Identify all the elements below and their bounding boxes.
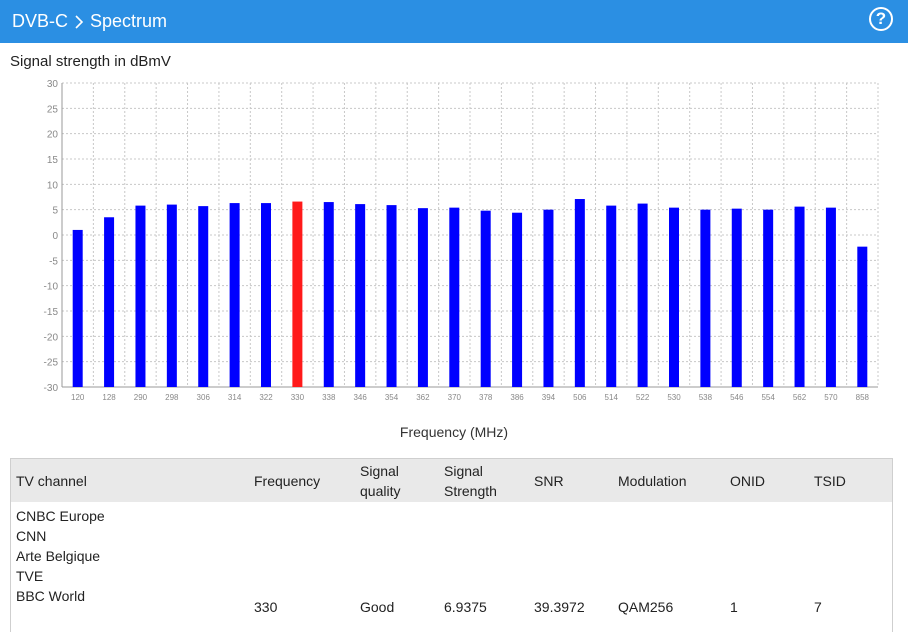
y-tick-label: 20	[47, 130, 59, 141]
x-axis-label: Frequency (MHz)	[399, 424, 509, 440]
bar-546	[731, 208, 742, 387]
cell-snr: 39.3972	[534, 599, 585, 615]
bar-378	[480, 210, 491, 387]
channel-table: TV channel Frequency Signal quality Sign…	[10, 458, 893, 632]
x-tick-label: 370	[448, 393, 462, 402]
chart-title: Signal strength in dBmV	[10, 53, 171, 70]
y-tick-label: 30	[47, 79, 59, 90]
col-header-onid: ONID	[730, 472, 765, 489]
page-header: DVB-C Spectrum ?	[0, 0, 908, 43]
x-tick-label: 546	[730, 393, 744, 402]
x-tick-label: 514	[605, 393, 619, 402]
bar-522	[637, 203, 648, 387]
x-tick-label: 322	[259, 393, 273, 402]
bar-514	[606, 205, 617, 387]
y-tick-label: 10	[47, 180, 59, 191]
bar-314	[229, 203, 240, 387]
bar-570	[825, 207, 836, 387]
cell-tsid: 7	[814, 599, 822, 615]
bar-554	[763, 209, 774, 387]
spectrum-chart: 30 25 20 15 10 5 0 -5 -10 -15 -20 -25 -30 120 128 290 29…	[44, 79, 879, 402]
bar-386	[512, 212, 523, 387]
col-header-signal-strength: Signal Strength	[444, 462, 497, 499]
x-tick-label: 330	[291, 393, 305, 402]
bar-322	[261, 203, 271, 387]
x-tick-label: 298	[165, 393, 179, 402]
x-tick-label: 306	[197, 393, 211, 402]
x-tick-label: 506	[573, 393, 587, 402]
bar-394	[543, 209, 554, 387]
x-tick-label: 354	[385, 393, 399, 402]
col-header-modulation: Modulation	[618, 472, 687, 489]
bar-362	[417, 208, 428, 387]
y-tick-label: 5	[52, 206, 58, 217]
channel-list-cell: CNBC Europe CNN Arte Belgique TVE BBC Wo…	[11, 502, 249, 617]
channel-name: CNBC Europe	[16, 508, 105, 524]
bar-298	[166, 204, 177, 387]
cell-signal-quality: Good	[360, 599, 395, 615]
y-tick-label: -30	[44, 383, 59, 394]
breadcrumb-current: Spectrum	[90, 11, 168, 31]
y-tick-label: 25	[47, 104, 59, 115]
bar-506	[574, 199, 585, 387]
channel-name: Arte Belgique	[16, 548, 101, 564]
cell-frequency: 330	[254, 599, 278, 615]
x-tick-label: 554	[761, 393, 775, 402]
x-tick-label: 386	[510, 393, 524, 402]
y-tick-label: -20	[44, 332, 59, 343]
y-tick-label: 15	[47, 155, 59, 166]
col-header-tsid: TSID	[814, 472, 846, 489]
bar-538	[700, 209, 711, 387]
x-tick-label: 290	[134, 393, 148, 402]
x-tick-label: 338	[322, 393, 336, 402]
x-tick-label: 522	[636, 393, 650, 402]
x-tick-label: 538	[699, 393, 713, 402]
bar-338	[323, 202, 334, 387]
bar-354	[386, 205, 397, 387]
y-tick-label: -15	[44, 307, 59, 318]
x-tick-label: 120	[71, 393, 85, 402]
col-header-signal-quality: Signal quality	[360, 462, 401, 499]
x-tick-label: 378	[479, 393, 493, 402]
x-tick-label: 570	[824, 393, 838, 402]
x-tick-label: 314	[228, 393, 242, 402]
bar-530	[669, 207, 679, 387]
y-tick-label: -25	[44, 358, 59, 369]
bar-306	[198, 206, 209, 387]
table-header-row: TV channel Frequency Signal quality Sign…	[11, 459, 892, 502]
x-tick-label: 128	[102, 393, 116, 402]
help-button[interactable]: ?	[869, 7, 893, 31]
channel-name: BBC World	[16, 588, 85, 604]
col-header-frequency: Frequency	[254, 472, 321, 489]
breadcrumb-parent[interactable]: DVB-C	[12, 11, 69, 31]
bar-290	[135, 205, 146, 387]
x-tick-label: 346	[353, 393, 367, 402]
bar-330	[292, 201, 303, 387]
bar-370	[449, 207, 460, 387]
bar-346	[355, 204, 366, 387]
bar-858	[857, 246, 868, 387]
cell-modulation: QAM256	[618, 599, 674, 615]
x-tick-label: 362	[416, 393, 430, 402]
help-icon: ?	[875, 9, 887, 28]
channel-name: TVE	[16, 568, 44, 584]
x-tick-label: 858	[856, 393, 870, 402]
channel-name: CNN	[16, 528, 47, 544]
table-row: CNBC Europe CNN Arte Belgique TVE BBC Wo…	[11, 502, 892, 617]
bar-562	[794, 206, 805, 387]
col-header-snr: SNR	[534, 472, 564, 489]
bar-128	[104, 217, 115, 387]
x-tick-label: 530	[667, 393, 681, 402]
bar-120	[72, 229, 83, 387]
y-tick-label: -10	[44, 282, 59, 293]
cell-signal-strength: 6.9375	[444, 599, 487, 615]
chevron-right-icon	[74, 14, 84, 30]
cell-onid: 1	[730, 599, 738, 615]
x-tick-label: 562	[793, 393, 807, 402]
y-tick-label: -5	[49, 256, 58, 267]
y-tick-label: 0	[52, 231, 58, 242]
col-header-tv-channel: TV channel	[16, 472, 87, 489]
x-tick-label: 394	[542, 393, 556, 402]
